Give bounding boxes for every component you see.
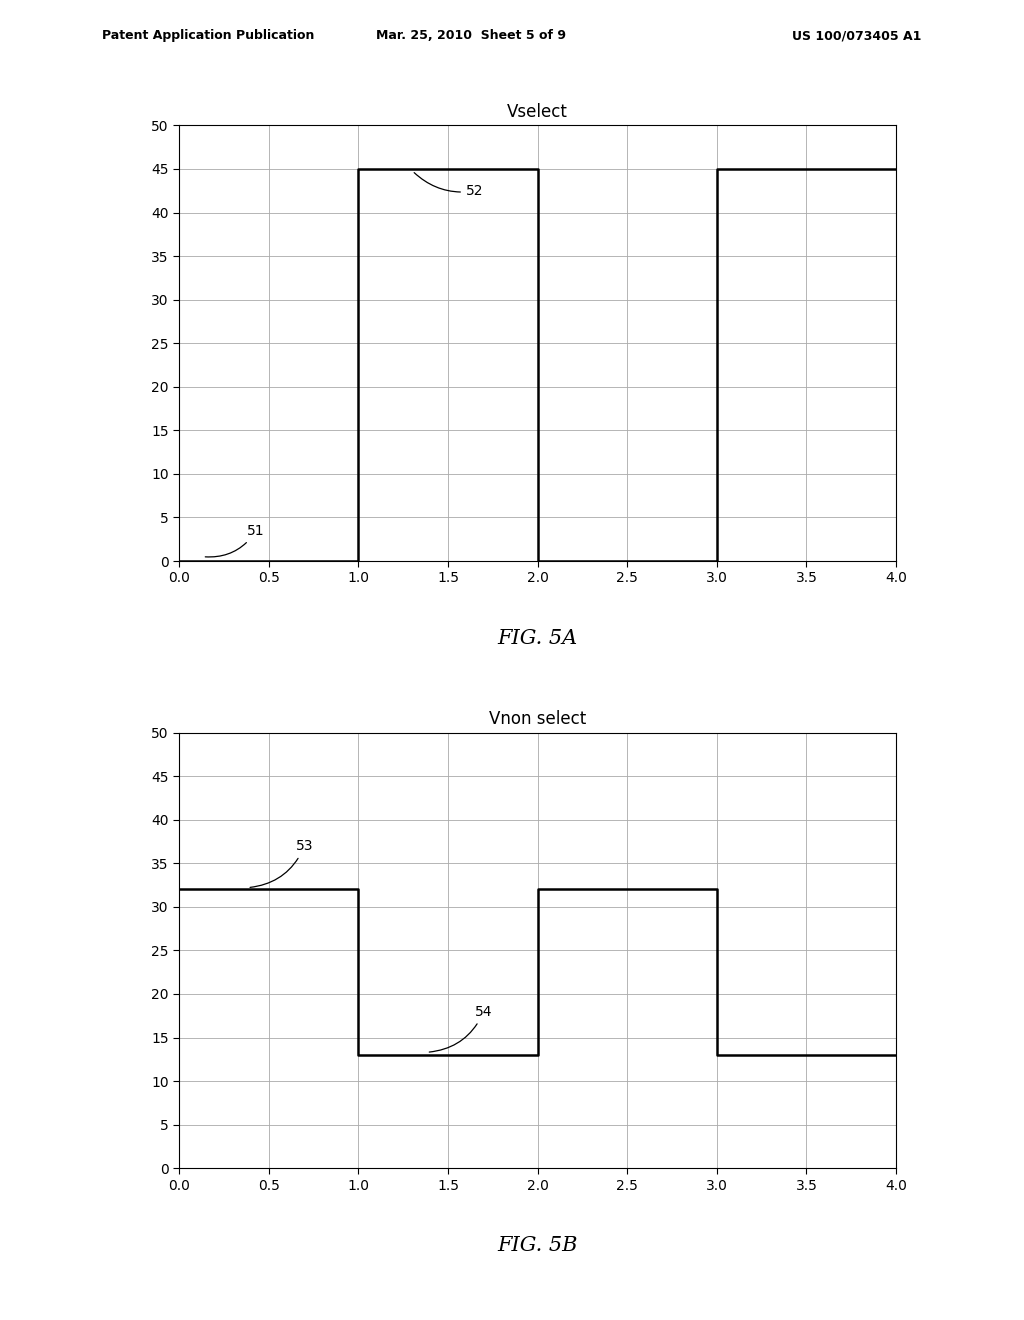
Text: 52: 52	[414, 173, 483, 198]
Text: Mar. 25, 2010  Sheet 5 of 9: Mar. 25, 2010 Sheet 5 of 9	[376, 29, 566, 42]
Text: FIG. 5B: FIG. 5B	[498, 1236, 578, 1255]
Text: US 100/073405 A1: US 100/073405 A1	[793, 29, 922, 42]
Text: FIG. 5A: FIG. 5A	[498, 628, 578, 648]
Text: Patent Application Publication: Patent Application Publication	[102, 29, 314, 42]
Text: 54: 54	[429, 1005, 493, 1052]
Text: 53: 53	[250, 840, 313, 887]
Title: Vselect: Vselect	[507, 103, 568, 121]
Text: 51: 51	[205, 524, 265, 557]
Title: Vnon select: Vnon select	[489, 710, 586, 729]
